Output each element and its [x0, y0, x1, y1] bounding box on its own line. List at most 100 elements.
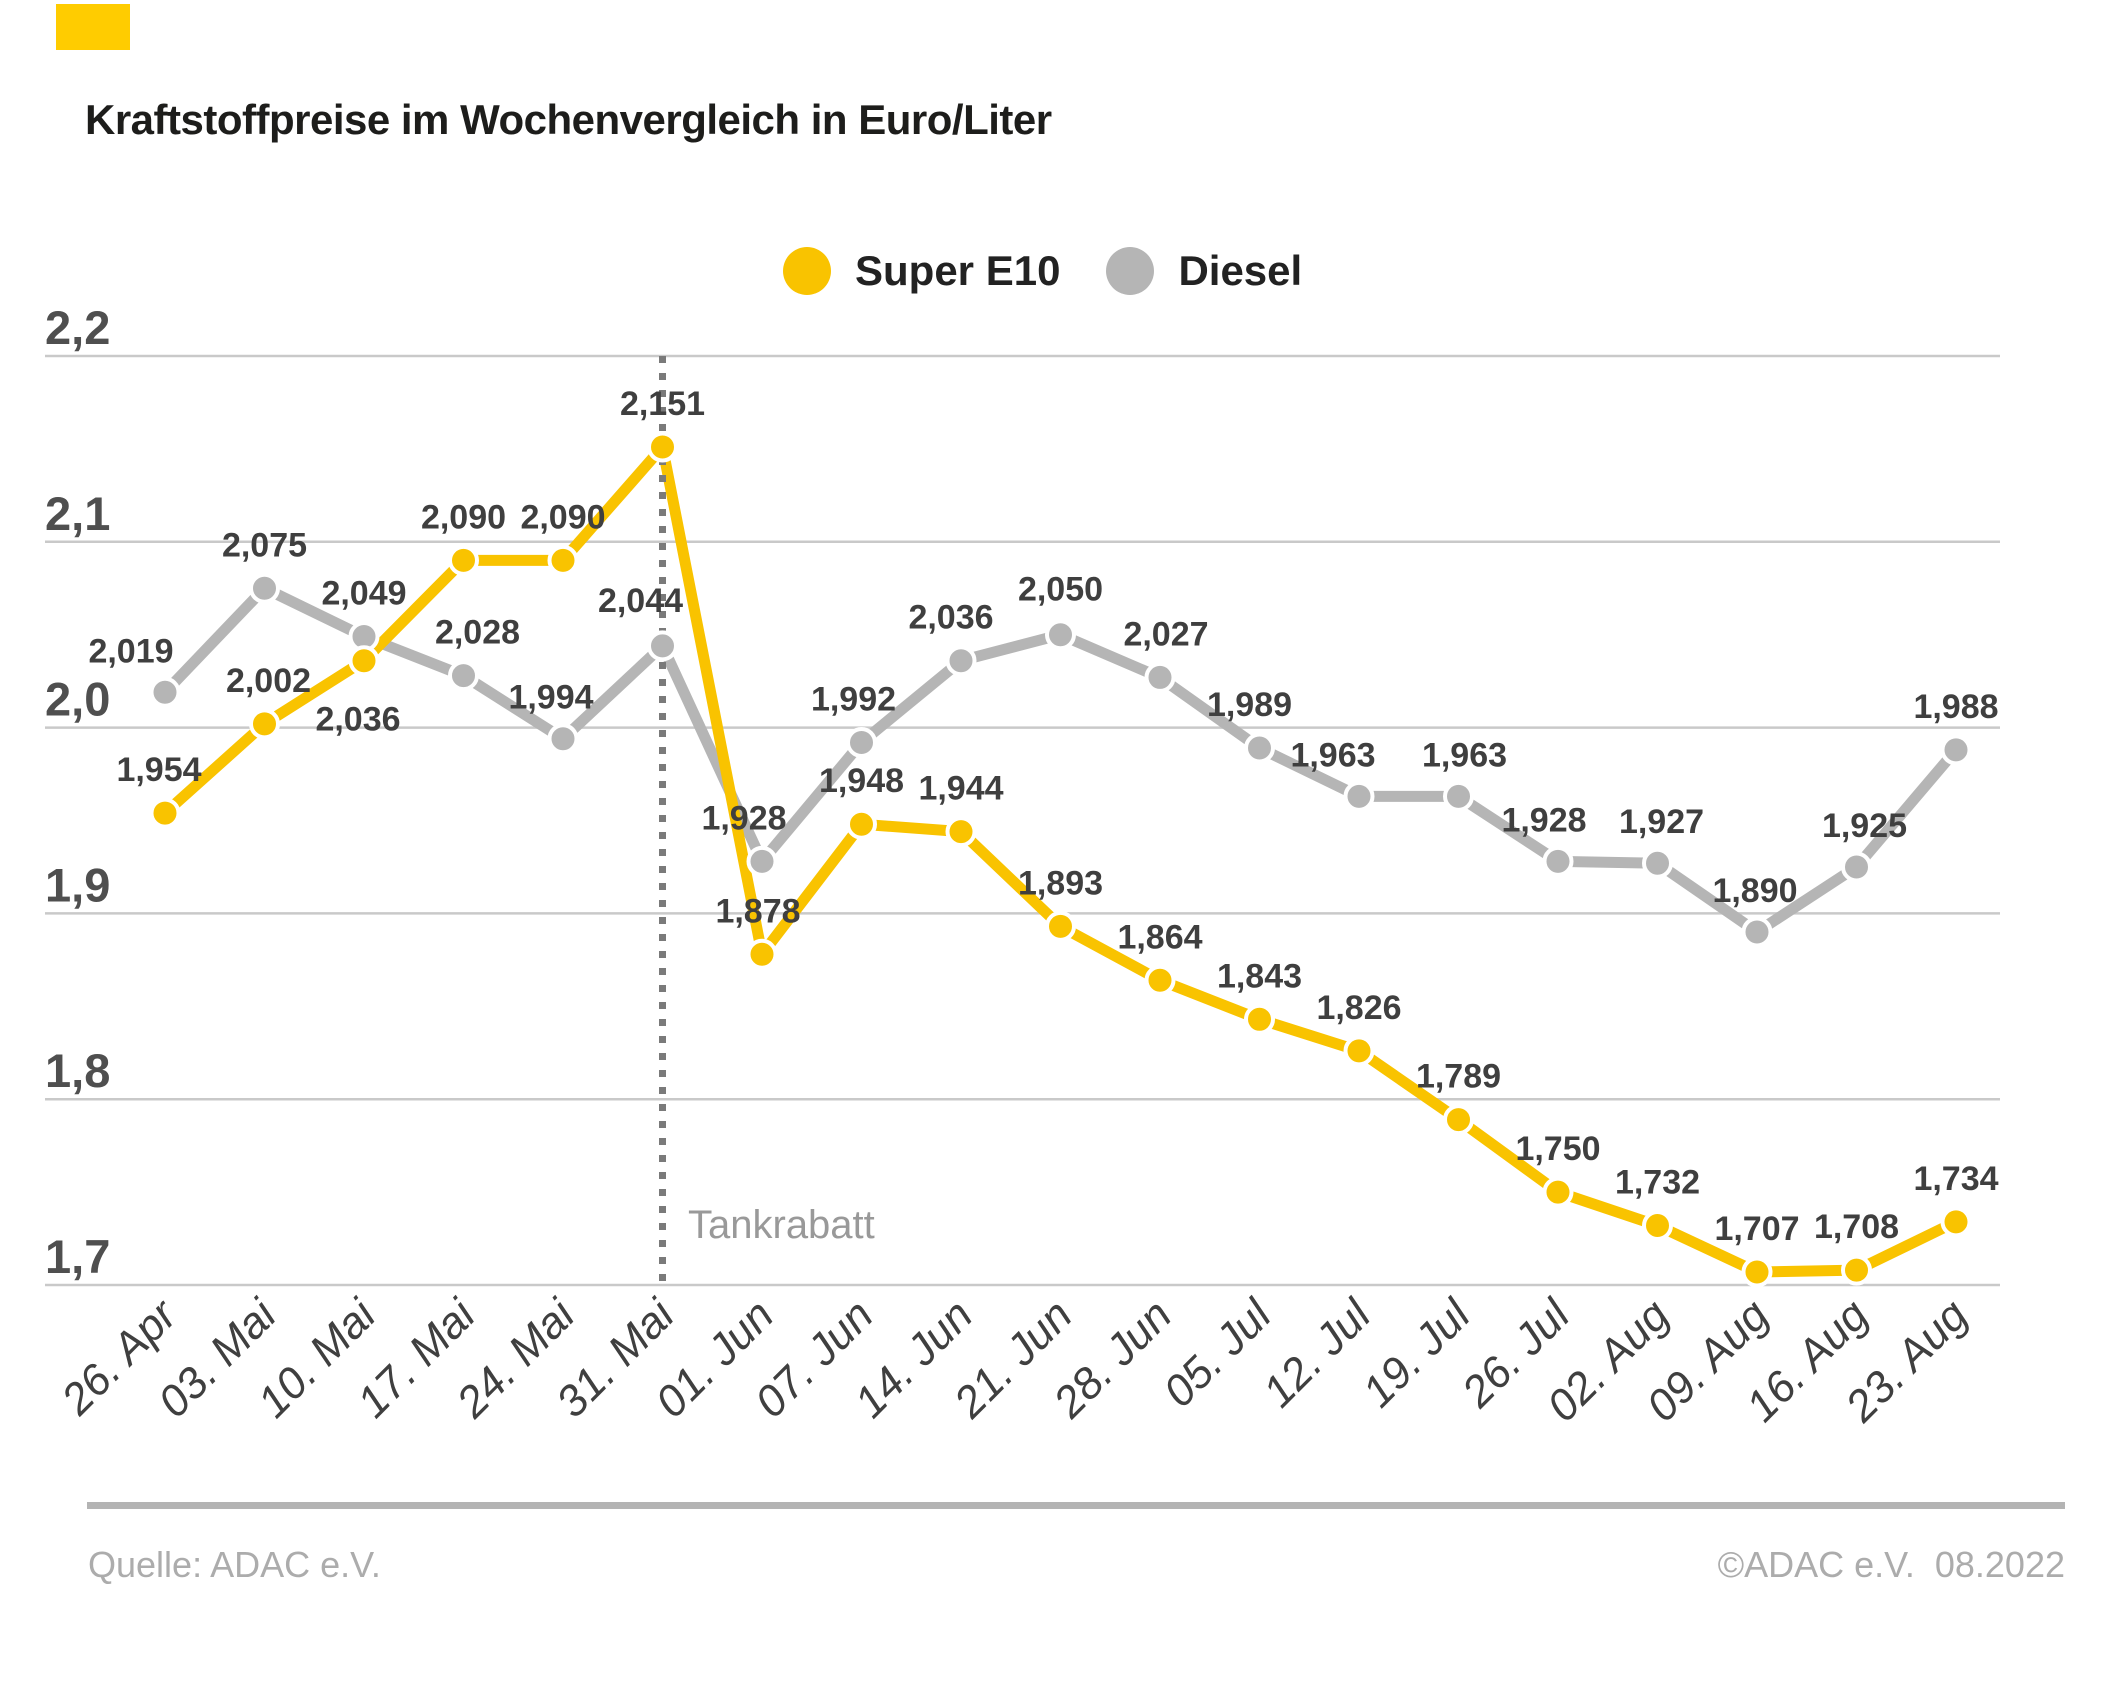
- y-axis-tick-label: 1,9: [45, 858, 110, 911]
- data-point-super-e10: [149, 797, 181, 829]
- data-point-label-diesel: 1,890: [1712, 872, 1797, 910]
- data-point-super-e10: [746, 938, 778, 970]
- data-point-super-e10: [1144, 964, 1176, 996]
- value-labels-layer: 2,019 2,075 2,049 2,028 1,994 2,044 1,928 1,992…: [88, 385, 1998, 1248]
- footer-copyright: ©ADAC e.V. 08.2022: [1718, 1544, 2065, 1586]
- data-point-diesel: [1542, 845, 1574, 877]
- legend-item-diesel: Diesel: [1106, 247, 1302, 295]
- data-point-super-e10: [945, 816, 977, 848]
- data-point-label-diesel: 1,925: [1822, 807, 1907, 845]
- data-point-super-e10: [1642, 1210, 1673, 1242]
- data-point-label-super-e10: 1,878: [715, 892, 800, 930]
- data-point-label-super-e10: 1,944: [918, 770, 1003, 808]
- data-point-label-super-e10: 2,090: [520, 498, 605, 536]
- data-point-label-diesel: 1,928: [1501, 801, 1586, 839]
- data-point-label-super-e10: 1,948: [819, 762, 904, 800]
- data-point-label-super-e10: 2,002: [226, 662, 311, 700]
- data-point-diesel: [1144, 661, 1176, 693]
- data-point-super-e10: [1244, 1003, 1275, 1035]
- data-point-diesel: [448, 660, 479, 692]
- data-point-label-diesel: 1,927: [1619, 803, 1704, 841]
- data-point-label-super-e10: 1,708: [1814, 1208, 1899, 1246]
- legend-item-super-e10: Super E10: [783, 247, 1060, 295]
- data-point-diesel: [1244, 732, 1275, 764]
- footer-copyright-text: ©ADAC e.V.: [1717, 1544, 1915, 1585]
- y-axis-tick-label: 2,1: [45, 487, 110, 540]
- data-point-super-e10: [348, 645, 380, 677]
- x-axis-tick-label: 12. Jul: [1254, 1290, 1381, 1417]
- adac-logo-square: [56, 4, 130, 50]
- data-point-diesel: [149, 676, 181, 708]
- data-point-label-diesel: 1,989: [1207, 686, 1292, 724]
- chart-legend: Super E10 Diesel: [783, 247, 1302, 295]
- data-point-label-super-e10: 1,707: [1714, 1210, 1799, 1248]
- data-point-label-diesel: 2,044: [598, 582, 683, 620]
- data-point-super-e10: [448, 544, 479, 576]
- data-point-label-diesel: 1,994: [508, 679, 593, 717]
- data-point-label-super-e10: 1,734: [1913, 1160, 1998, 1198]
- y-axis-tick-label: 2,0: [45, 673, 110, 726]
- data-point-label-diesel: 2,036: [908, 599, 993, 637]
- data-point-super-e10: [1542, 1176, 1574, 1208]
- data-point-label-super-e10: 2,036: [315, 701, 400, 739]
- footer-divider: [87, 1502, 2065, 1509]
- data-point-diesel: [1940, 734, 1972, 766]
- grid-layer: 2,2 2,1 2,0 1,9 1,8 1,7: [45, 301, 2000, 1287]
- data-point-diesel: [1741, 916, 1773, 948]
- data-point-super-e10: [1741, 1256, 1773, 1288]
- data-point-label-super-e10: 1,826: [1316, 989, 1401, 1027]
- data-point-diesel: [746, 845, 778, 877]
- data-point-label-diesel: 1,928: [701, 799, 786, 837]
- data-point-label-diesel: 1,988: [1913, 688, 1998, 726]
- data-point-label-diesel: 2,050: [1018, 571, 1103, 609]
- data-point-label-diesel: 2,049: [321, 575, 406, 613]
- data-point-label-diesel: 2,027: [1123, 615, 1208, 653]
- footer-source-text: Quelle: ADAC e.V.: [88, 1544, 381, 1585]
- data-point-diesel: [647, 630, 678, 662]
- data-point-diesel: [1642, 847, 1673, 879]
- data-point-super-e10: [647, 431, 678, 463]
- data-point-super-e10: [249, 708, 280, 740]
- data-point-label-diesel: 1,992: [811, 680, 896, 718]
- data-point-diesel: [846, 726, 877, 758]
- x-axis-tick-label: 05. Jul: [1154, 1290, 1281, 1417]
- data-point-super-e10: [1841, 1254, 1872, 1286]
- legend-label: Diesel: [1178, 247, 1303, 294]
- legend-label: Super E10: [855, 247, 1061, 294]
- data-point-super-e10: [1045, 910, 1076, 942]
- data-point-label-super-e10: 1,732: [1615, 1164, 1700, 1202]
- data-point-diesel: [249, 572, 280, 604]
- data-point-label-super-e10: 1,750: [1515, 1130, 1600, 1168]
- data-point-diesel: [1841, 851, 1872, 883]
- data-point-label-diesel: 2,028: [435, 614, 520, 652]
- data-point-diesel: [945, 645, 977, 677]
- data-point-super-e10: [547, 544, 579, 576]
- data-point-super-e10: [846, 808, 877, 840]
- data-point-label-super-e10: 1,789: [1416, 1058, 1501, 1096]
- data-point-diesel: [547, 723, 579, 755]
- data-point-diesel: [1343, 780, 1375, 812]
- data-point-label-super-e10: 2,090: [421, 498, 506, 536]
- x-axis-tick-label: 19. Jul: [1353, 1290, 1480, 1417]
- data-point-label-super-e10: 2,151: [620, 385, 705, 423]
- data-point-diesel: [1045, 619, 1076, 651]
- data-point-label-diesel: 2,019: [88, 632, 173, 670]
- footer-date-text: 08.2022: [1934, 1544, 2065, 1585]
- data-point-label-super-e10: 1,954: [116, 751, 201, 789]
- data-point-label-diesel: 2,075: [222, 526, 307, 564]
- data-point-label-diesel: 1,963: [1290, 736, 1375, 774]
- data-point-label-diesel: 1,963: [1422, 736, 1507, 774]
- data-point-label-super-e10: 1,843: [1217, 957, 1302, 995]
- legend-dot: [1106, 247, 1155, 295]
- data-point-super-e10: [1940, 1206, 1972, 1238]
- data-point-diesel: [1443, 780, 1474, 812]
- data-point-super-e10: [1443, 1104, 1474, 1136]
- y-axis-tick-label: 1,7: [45, 1230, 110, 1283]
- legend-dot: [783, 247, 831, 295]
- series-markers-layer: [149, 431, 1972, 1288]
- tankrabatt-annotation-label: Tankrabatt: [688, 1203, 875, 1247]
- data-point-label-super-e10: 1,893: [1018, 864, 1103, 902]
